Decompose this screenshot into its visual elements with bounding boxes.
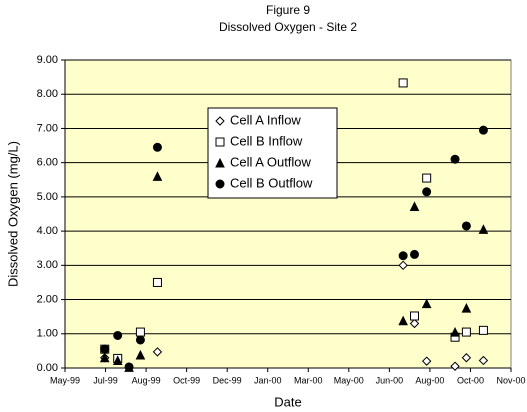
legend-label: Cell B Inflow — [230, 133, 303, 148]
y-axis-title: Dissolved Oxygen (mg/L) — [5, 141, 20, 287]
x-tick-label: Oct-00 — [457, 375, 484, 385]
legend-marker — [215, 157, 225, 168]
point — [478, 224, 489, 234]
x-tick-label: Oct-99 — [173, 375, 200, 385]
point — [461, 221, 471, 231]
point — [450, 154, 460, 164]
point — [124, 362, 134, 372]
point — [398, 260, 408, 271]
y-tick-label: 7.00 — [37, 122, 58, 134]
plot-area — [64, 59, 512, 369]
point — [478, 325, 488, 335]
legend-label: Cell A Inflow — [230, 112, 301, 127]
point — [113, 330, 123, 340]
x-tick-label: Jul-99 — [93, 375, 118, 385]
point — [152, 277, 162, 287]
point — [135, 327, 145, 337]
x-tick-label: Aug-00 — [415, 375, 444, 385]
x-tick-label: Jan-00 — [254, 375, 282, 385]
point — [461, 353, 472, 363]
point — [450, 361, 460, 371]
chart-subtitle: Dissolved Oxygen - Site 2 — [219, 20, 357, 34]
point — [421, 298, 432, 309]
point — [152, 142, 162, 152]
point — [409, 318, 420, 329]
x-axis-title: Date — [274, 394, 301, 409]
y-tick-label: 1.00 — [37, 328, 58, 340]
chart-title: Figure 9 — [266, 3, 310, 17]
point — [478, 125, 488, 135]
y-tick-label: 9.00 — [37, 54, 58, 66]
legend-marker — [215, 179, 225, 189]
point — [410, 311, 420, 321]
x-tick-label: May-99 — [50, 375, 80, 385]
point — [421, 356, 432, 366]
point — [152, 347, 163, 357]
point — [152, 171, 163, 181]
x-tick-label: Dec-99 — [213, 375, 242, 385]
legend-label: Cell A Outflow — [230, 154, 312, 169]
point — [135, 349, 146, 360]
legend-marker — [215, 137, 225, 147]
point — [410, 249, 420, 259]
x-tick-label: May-00 — [334, 375, 364, 385]
x-tick-label: Mar-00 — [294, 375, 323, 385]
legend-box — [207, 107, 338, 199]
point — [100, 344, 110, 354]
y-tick-label: 3.00 — [37, 259, 58, 271]
point — [398, 78, 408, 88]
point — [398, 251, 408, 261]
y-tick-label: 6.00 — [37, 157, 58, 169]
y-tick-label: 8.00 — [37, 88, 58, 100]
point — [112, 355, 123, 365]
point — [398, 315, 408, 326]
y-tick-label: 5.00 — [37, 191, 58, 203]
y-tick-label: 2.00 — [37, 293, 58, 305]
point — [422, 187, 432, 197]
point — [450, 326, 460, 337]
point — [99, 352, 110, 363]
point — [422, 173, 432, 183]
x-tick-label: Nov-00 — [496, 375, 525, 385]
point — [478, 355, 489, 366]
point — [135, 335, 145, 345]
legend-label: Cell B Outflow — [230, 175, 313, 190]
point — [461, 302, 472, 313]
point — [461, 327, 471, 337]
x-tick-label: Aug-99 — [132, 375, 161, 385]
y-tick-label: 4.00 — [37, 225, 58, 237]
legend-marker — [215, 116, 225, 126]
y-tick-label: 0.00 — [37, 362, 58, 374]
point — [409, 201, 420, 211]
x-tick-label: Jun-00 — [376, 375, 404, 385]
